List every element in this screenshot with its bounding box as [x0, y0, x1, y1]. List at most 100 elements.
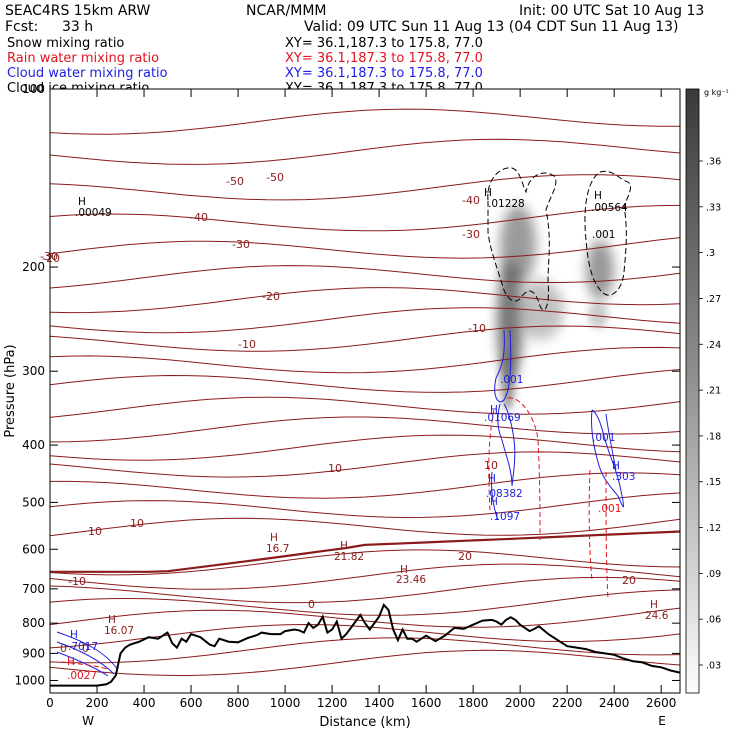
plot-area [50, 89, 680, 693]
terrain-line [50, 603, 681, 687]
isotherm-label: 0 [60, 642, 67, 655]
maxima-label: H [490, 496, 498, 508]
isotherm-label: -50 [226, 175, 244, 188]
maxima-label: 23.46 [396, 574, 426, 586]
colorbar-tick-label: .21 [706, 386, 721, 397]
isotherm-label: 20 [622, 574, 636, 587]
x-tick-label: 1600 [411, 696, 442, 710]
x-tick-label: 2200 [552, 696, 583, 710]
isotherm [49, 589, 681, 616]
isotherm [49, 307, 681, 334]
maxima-label: H [340, 540, 348, 552]
maxima-label: 21.82 [334, 551, 364, 563]
maxima-label: .01228 [488, 198, 525, 210]
y-axis-label: Pressure (hPa) [3, 344, 18, 437]
maxima-label: H [650, 599, 658, 611]
maxima-label: H [484, 187, 492, 199]
maxima-label: H [70, 629, 78, 641]
isotherm [49, 576, 681, 604]
x-axis-label: Distance (km) [319, 715, 410, 730]
maxima-label: H [594, 190, 602, 202]
colorbar-tick-label: .03 [706, 661, 721, 672]
isotherm [49, 607, 681, 628]
maxima-label: .001 [598, 503, 621, 515]
isotherm [49, 265, 681, 289]
isotherm [49, 108, 680, 135]
colorbar-tick-label: .18 [706, 431, 721, 442]
isotherm [49, 416, 681, 443]
colorbar-tick-label: .06 [706, 615, 721, 626]
isotherm [49, 637, 681, 664]
maxima-label: .001 [500, 374, 523, 386]
y-tick-label: 700 [22, 582, 45, 596]
isotherm-label: -10 [238, 338, 256, 351]
colorbar [685, 88, 700, 694]
maxima-label: H [488, 473, 496, 485]
y-tick-label: 200 [22, 260, 45, 274]
colorbar-tick-label: .33 [706, 202, 721, 213]
isotherm-label: 10 [88, 525, 102, 538]
colorbar-tick-label: .09 [706, 569, 721, 580]
isotherm [49, 517, 681, 537]
isotherm [49, 451, 681, 478]
maxima-label: .7017 [68, 641, 98, 653]
field-name: Cloud water mixing ratio [7, 66, 168, 81]
field-name: Snow mixing ratio [7, 36, 124, 51]
isotherm-label: -10 [68, 575, 86, 588]
maxima-label: H [612, 460, 620, 472]
org-title: NCAR/MMM [246, 3, 327, 19]
isotherm [49, 204, 681, 232]
maxima-label: 16.7 [266, 543, 289, 555]
colorbar-tick-label: .15 [706, 477, 721, 488]
isotherm-label: -20 [262, 290, 280, 303]
y-tick-label: 500 [22, 495, 45, 509]
y-tick-label: 1000 [14, 673, 45, 687]
x-tick-label: 600 [180, 696, 203, 710]
isotherm-label: -40 [462, 194, 480, 207]
isotherm [49, 369, 681, 393]
maxima-label: .001 [592, 432, 615, 444]
maxima-label: H [270, 532, 278, 544]
isotherm [49, 563, 681, 590]
fcst-label: Fcst: [5, 19, 38, 35]
isotherm [49, 396, 681, 418]
isotherm [49, 649, 681, 677]
isotherm-label: -40 [190, 211, 208, 224]
maxima-label: H [490, 404, 498, 416]
x-tick-label: 200 [86, 696, 109, 710]
init-time: Init: 00 UTC Sat 10 Aug 13 [519, 3, 704, 19]
maxima-label: .08382 [486, 488, 523, 500]
isotherm-label: 0 [308, 598, 315, 611]
x-tick-label: 1800 [458, 696, 489, 710]
maxima-labels: H.00049H.01228H.00564.001.001H.01069H.08… [67, 187, 669, 682]
isotherm-label: 10 [130, 517, 144, 530]
x-tick-label: 400 [133, 696, 156, 710]
maxima-label: H [67, 656, 75, 668]
x-tick-label: 2600 [646, 696, 677, 710]
y-tick-label: 600 [22, 542, 45, 556]
isotherm [50, 530, 681, 573]
colorbar-tick-label: .12 [706, 523, 721, 534]
maxima-label: .1097 [490, 511, 520, 523]
isotherm-label: -10 [468, 322, 486, 335]
maxima-label: H [78, 196, 86, 208]
colorbar-tick-label: .36 [706, 157, 721, 168]
isotherm [49, 287, 681, 314]
x-tick-label: 2400 [599, 696, 630, 710]
isotherm-label: 10 [484, 459, 498, 472]
temperature-contours: 0 00-10-10-20-20-30-30-30-40-40-50 -501010… [40, 108, 681, 677]
x-tick-label: 2000 [505, 696, 536, 710]
maxima-label: .00564 [591, 202, 628, 214]
field-legend: Snow mixing ratio XY= 36.1,187.3 to 175.8… [7, 36, 483, 96]
maxima-label: .00049 [75, 207, 112, 219]
colorbar-tick-label: .24 [706, 340, 721, 351]
model-title: SEAC4RS 15km ARW [5, 3, 151, 19]
isotherm [49, 325, 681, 352]
field-xy: XY= 36.1,187.3 to 175.8, 77.0 [285, 51, 483, 66]
west-label: W [82, 714, 94, 728]
colorbar-unit: g kg⁻¹ [704, 88, 729, 97]
isotherm-label: 0 [82, 642, 89, 655]
y-tick-label: 800 [22, 616, 45, 630]
